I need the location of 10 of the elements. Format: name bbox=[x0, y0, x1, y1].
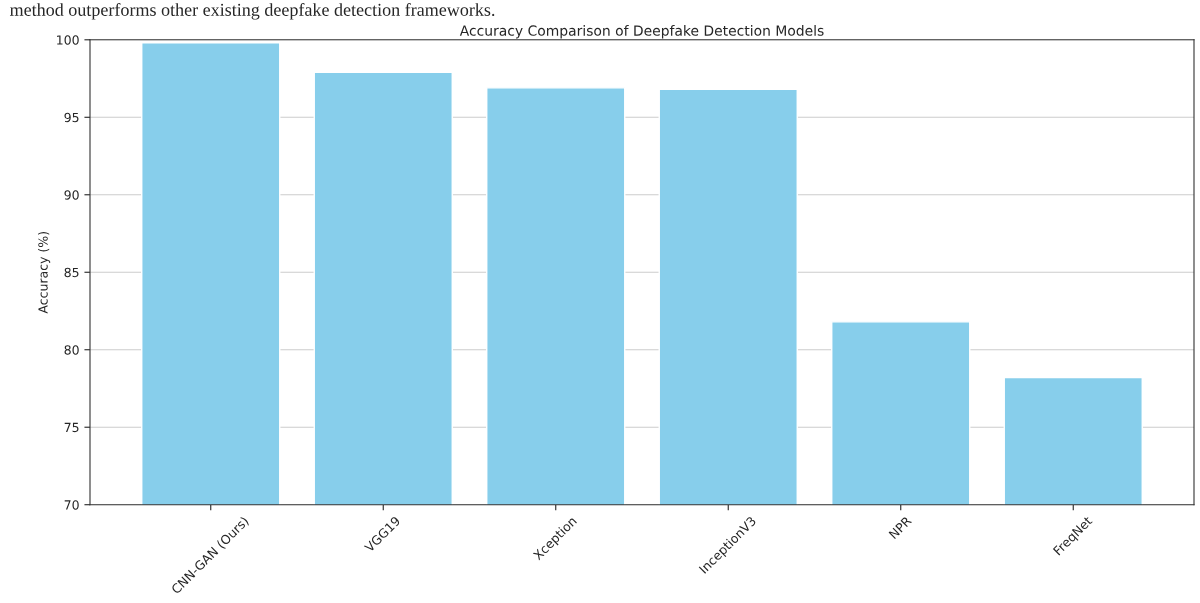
y-tick-label: 70 bbox=[64, 500, 79, 510]
chart-title: Accuracy Comparison of Deepfake Detection Models bbox=[459, 25, 824, 39]
text: method outperforms other existing deepfake detection frameworks. bbox=[9, 3, 495, 20]
y-axis-title: Accuracy (%) bbox=[38, 231, 51, 314]
y-tick-label: 95 bbox=[64, 112, 79, 123]
y-tick-label: 100 bbox=[57, 35, 79, 45]
y-tick-label: 90 bbox=[64, 190, 79, 200]
y-tick-label: 75 bbox=[64, 422, 79, 433]
y-tick-label: 85 bbox=[64, 267, 79, 278]
y-tick-label: 80 bbox=[64, 345, 79, 355]
